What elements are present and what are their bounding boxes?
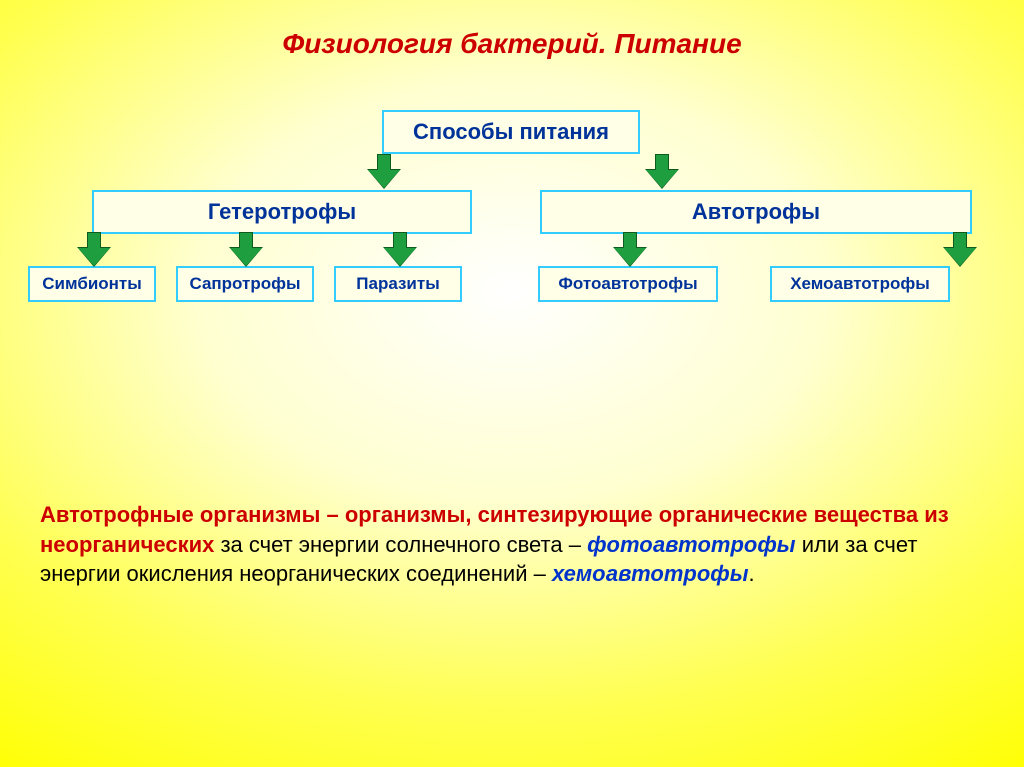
node-sapr: Сапротрофы — [176, 266, 314, 302]
arrow-icon — [646, 154, 678, 188]
arrow-icon — [614, 232, 646, 266]
desc-blue-2: хемоавтотрофы — [552, 561, 749, 586]
node-hetero: Гетеротрофы — [92, 190, 472, 234]
title-text: Физиология бактерий. Питание — [282, 28, 741, 59]
arrow-icon — [78, 232, 110, 266]
desc-plain-1: за счет энергии солнечного света – — [214, 532, 587, 557]
arrow-icon — [384, 232, 416, 266]
arrow-icon — [230, 232, 262, 266]
node-chemo: Хемоавтотрофы — [770, 266, 950, 302]
arrow-icon — [368, 154, 400, 188]
node-para: Паразиты — [334, 266, 462, 302]
node-auto: Автотрофы — [540, 190, 972, 234]
description-paragraph: Автотрофные организмы – организмы, синте… — [40, 500, 984, 589]
page-title: Физиология бактерий. Питание — [0, 0, 1024, 60]
node-root: Способы питания — [382, 110, 640, 154]
desc-blue-1: фотоавтотрофы — [587, 532, 796, 557]
node-symb: Симбионты — [28, 266, 156, 302]
node-photo: Фотоавтотрофы — [538, 266, 718, 302]
arrow-icon — [944, 232, 976, 266]
diagram-container: Способы питания Гетеротрофы Автотрофы Си… — [0, 110, 1024, 370]
desc-plain-3: . — [749, 561, 755, 586]
